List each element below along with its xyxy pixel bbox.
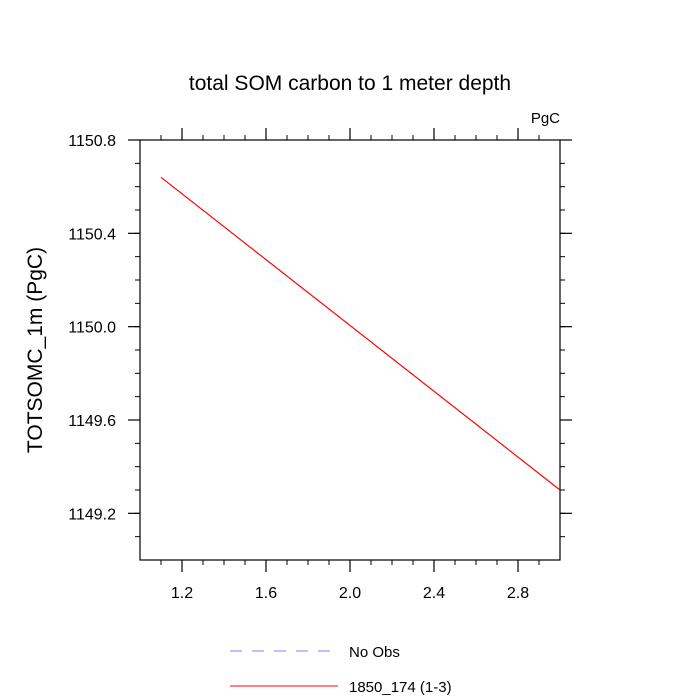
x-tick-label: 2.8 [507, 585, 529, 602]
tick-labels: 1.2 1.6 2.0 2.4 2.8 1149.2 1149.6 1150.0 1150.4 1… [68, 133, 529, 602]
y-tick-label: 1149.6 [68, 413, 116, 430]
y-tick-label: 1150.4 [68, 226, 116, 243]
units-label: PgC [531, 110, 560, 127]
legend-label-1: 1850_174 (1-3) [349, 679, 452, 696]
x-tick-label: 2.0 [339, 585, 361, 602]
x-tick-label: 2.4 [423, 585, 445, 602]
legend-label-0: No Obs [349, 644, 400, 661]
plot-frame [139, 139, 561, 561]
series-layer [160, 176, 561, 491]
legend: No Obs 1850_174 (1-3) [230, 644, 452, 696]
series-line-1 [160, 176, 561, 491]
x-tick-label: 1.6 [255, 585, 277, 602]
chart-title: total SOM carbon to 1 meter depth [189, 72, 511, 95]
y-tick-label: 1149.2 [68, 506, 116, 523]
axis-ticks [128, 128, 572, 572]
x-tick-label: 1.2 [171, 585, 193, 602]
y-tick-label: 1150.8 [68, 133, 116, 150]
y-axis-label: TOTSOMC_1m (PgC) [24, 247, 47, 453]
y-tick-label: 1150.0 [68, 320, 116, 337]
